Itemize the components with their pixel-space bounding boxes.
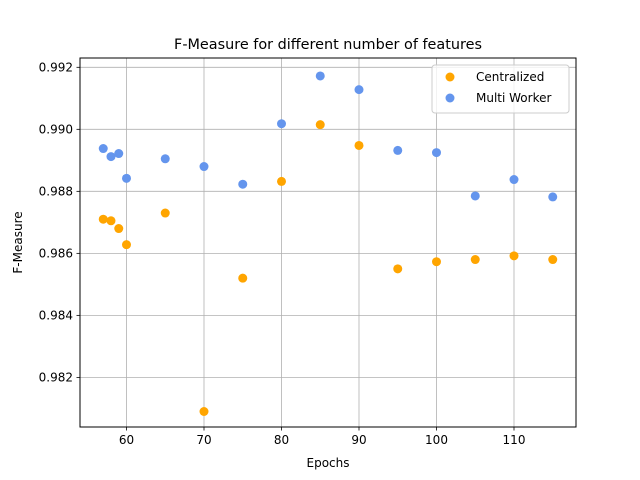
data-point bbox=[470, 191, 480, 201]
legend-box bbox=[431, 64, 570, 114]
data-point bbox=[122, 240, 131, 250]
data-point bbox=[354, 140, 364, 150]
legend-marker-multi-worker bbox=[445, 93, 455, 103]
series-1 bbox=[98, 71, 558, 202]
x-axis-label: Epochs bbox=[307, 456, 350, 470]
data-point bbox=[160, 208, 170, 218]
data-point bbox=[114, 149, 124, 159]
y-tick-label: 0.986 bbox=[39, 247, 73, 261]
data-point bbox=[238, 179, 248, 189]
data-point bbox=[277, 176, 286, 186]
data-point bbox=[106, 216, 116, 226]
data-point bbox=[122, 173, 131, 183]
chart-title: F-Measure for different number of featur… bbox=[174, 37, 482, 53]
data-point bbox=[509, 251, 519, 261]
data-point bbox=[354, 85, 364, 95]
data-point bbox=[238, 273, 248, 283]
data-point bbox=[393, 145, 403, 155]
y-tick-label: 0.992 bbox=[39, 61, 73, 75]
y-axis-label: F-Measure bbox=[11, 211, 25, 273]
data-point bbox=[114, 224, 124, 234]
data-point bbox=[432, 148, 441, 158]
x-tick-label: 110 bbox=[503, 433, 526, 447]
data-point bbox=[548, 192, 558, 202]
data-point bbox=[548, 255, 558, 265]
data-point bbox=[509, 175, 519, 185]
data-points bbox=[98, 71, 558, 416]
grid-lines bbox=[80, 58, 576, 427]
x-axis-ticks: 60 70 80 90 100 110 bbox=[119, 427, 526, 447]
data-point bbox=[432, 257, 441, 267]
x-tick-label: 100 bbox=[425, 433, 448, 447]
data-point bbox=[98, 144, 108, 154]
series-0 bbox=[98, 120, 558, 416]
data-point bbox=[315, 120, 325, 130]
legend-label-centralized: Centralized bbox=[476, 70, 544, 84]
legend-label-multi-worker: Multi Worker bbox=[476, 91, 551, 105]
data-point bbox=[393, 264, 403, 274]
data-point bbox=[199, 406, 209, 416]
data-point bbox=[470, 255, 480, 265]
data-point bbox=[315, 71, 325, 81]
legend: Centralized Multi Worker bbox=[431, 64, 570, 114]
plot-frame bbox=[79, 57, 577, 428]
y-tick-label: 0.982 bbox=[39, 371, 73, 385]
y-tick-label: 0.990 bbox=[39, 123, 73, 137]
data-point bbox=[106, 152, 116, 162]
data-point bbox=[160, 154, 170, 164]
x-tick-label: 70 bbox=[196, 433, 211, 447]
data-point bbox=[98, 214, 108, 224]
y-tick-label: 0.984 bbox=[39, 309, 73, 323]
x-tick-label: 80 bbox=[274, 433, 289, 447]
x-tick-label: 60 bbox=[119, 433, 134, 447]
y-axis-ticks: 0.982 0.984 0.986 0.988 0.990 0.992 bbox=[39, 61, 80, 385]
legend-marker-centralized bbox=[445, 72, 455, 82]
y-tick-label: 0.988 bbox=[39, 185, 73, 199]
data-point bbox=[199, 162, 209, 172]
plot-area bbox=[80, 58, 576, 427]
data-point bbox=[277, 119, 286, 129]
x-tick-label: 90 bbox=[351, 433, 366, 447]
